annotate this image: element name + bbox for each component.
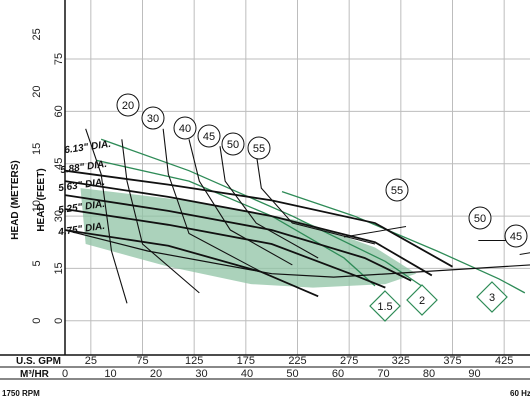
operating-region-fill	[80, 188, 417, 288]
impeller-curve-2	[64, 194, 412, 282]
npsh-badge-text: 3	[489, 292, 495, 304]
impeller-curve-4	[64, 229, 319, 298]
efficiency-curve-0	[85, 128, 128, 304]
efficiency-badge-3: 45	[197, 124, 221, 148]
efficiency-badge-right-2: 45	[504, 224, 528, 248]
x-tick-gpm-4: 225	[288, 355, 306, 367]
x-tick-m3hr-5: 50	[286, 368, 298, 380]
npsh-badge-text: 1.5	[377, 301, 392, 313]
efficiency-curve-5	[255, 153, 376, 245]
efficiency-badge-text: 30	[147, 113, 159, 125]
efficiency-badge-right-text: 45	[510, 231, 522, 243]
hz-label: 60 Hz	[510, 389, 530, 398]
efficiency-badge-2: 40	[173, 116, 197, 140]
y-tick-feet-3: 45	[53, 158, 65, 170]
x-tick-gpm-5: 275	[340, 355, 358, 367]
x-tick-m3hr-8: 80	[423, 368, 435, 380]
x-axis-title-m3hr: M³/HR	[20, 369, 50, 380]
y-tick-feet-2: 30	[53, 210, 65, 222]
grid	[65, 0, 530, 355]
y-tick-feet-4: 60	[53, 105, 65, 117]
efficiency-curve-3	[188, 139, 293, 266]
efficiency-badge-right-text: 50	[474, 213, 486, 225]
y-tick-feet-0: 0	[53, 318, 65, 324]
npsh-curve-2	[281, 191, 526, 294]
y-tick-meters-3: 15	[31, 143, 43, 155]
dia-label-0: 6.13" DIA.	[64, 139, 112, 156]
efficiency-badge-5: 55	[247, 136, 271, 160]
x-tick-gpm-2: 125	[185, 355, 203, 367]
efficiency-curve-2	[162, 128, 262, 273]
x-tick-gpm-6: 325	[392, 355, 410, 367]
x-tick-gpm-3: 175	[237, 355, 255, 367]
impeller-curve-3	[64, 208, 386, 289]
x-tick-gpm-1: 75	[136, 355, 148, 367]
rpm-label: 1750 RPM	[2, 389, 40, 398]
npsh-badge-1: 2	[406, 284, 438, 316]
efficiency-badge-circle	[197, 124, 221, 148]
operating-region	[80, 188, 417, 288]
x-tick-m3hr-0: 0	[62, 368, 68, 380]
x-tick-gpm-8: 425	[495, 355, 513, 367]
y-tick-meters-5: 25	[31, 28, 43, 40]
y-tick-feet-5: 75	[53, 53, 65, 65]
npsh-badge-text: 2	[419, 295, 425, 307]
npsh-badge-2: 3	[476, 281, 508, 313]
efficiency-badge-circle	[116, 93, 140, 117]
efficiency-badge-text: 20	[122, 100, 134, 112]
efficiency-badge-text: 45	[203, 131, 215, 143]
y-tick-meters-4: 20	[31, 85, 43, 97]
efficiency-badge-text: 55	[253, 143, 265, 155]
x-tick-m3hr-3: 30	[195, 368, 207, 380]
npsh-badge-0: 1.5	[369, 290, 401, 322]
npsh-badge-diamond	[406, 284, 438, 316]
x-tick-m3hr-7: 70	[377, 368, 389, 380]
efficiency-badge-right-0: 55	[385, 178, 409, 202]
efficiency-badge-circle	[221, 132, 245, 156]
npsh-badge-diamond	[369, 290, 401, 322]
efficiency-line-right-2	[519, 252, 530, 255]
x-tick-m3hr-2: 20	[150, 368, 162, 380]
y-tick-feet-1: 15	[53, 262, 65, 274]
x-tick-m3hr-6: 60	[332, 368, 344, 380]
y-tick-meters-2: 10	[31, 200, 43, 212]
efficiency-badge-0: 20	[116, 93, 140, 117]
efficiency-line-right-0	[343, 226, 407, 238]
efficiency-badge-right-circle	[504, 224, 528, 248]
efficiency-curve-1	[121, 139, 200, 294]
y-tick-meters-1: 5	[31, 260, 43, 266]
efficiency-badge-right-text: 55	[391, 185, 403, 197]
x-axis-title-gpm: U.S. GPM	[16, 356, 61, 367]
x-tick-gpm-0: 25	[85, 355, 97, 367]
x-tick-m3hr-9: 90	[468, 368, 480, 380]
efficiency-badge-right-circle	[468, 206, 492, 230]
impeller-curves	[64, 128, 530, 304]
efficiency-badge-4: 50	[221, 132, 245, 156]
efficiency-badge-circle	[141, 106, 165, 130]
x-tick-m3hr-1: 10	[104, 368, 116, 380]
efficiency-badge-text: 50	[227, 139, 239, 151]
efficiency-badge-circle	[173, 116, 197, 140]
y-axis-title-feet: HEAD (FEET)	[36, 168, 47, 231]
efficiency-badge-right-circle	[385, 178, 409, 202]
y-tick-meters-0: 0	[31, 318, 43, 324]
npsh-curve-1	[100, 138, 422, 287]
efficiency-badge-1: 30	[141, 106, 165, 130]
x-tick-m3hr-4: 40	[241, 368, 253, 380]
x-tick-gpm-7: 375	[443, 355, 461, 367]
efficiency-badge-circle	[247, 136, 271, 160]
npsh-badge-diamond	[476, 281, 508, 313]
y-axis-title-meters: HEAD (METERS)	[10, 160, 21, 239]
system-curve	[64, 229, 530, 278]
efficiency-curve-4	[219, 146, 319, 259]
efficiency-badge-right-1: 50	[468, 206, 492, 230]
efficiency-badge-text: 40	[179, 123, 191, 135]
impeller-curve-1	[64, 180, 433, 277]
